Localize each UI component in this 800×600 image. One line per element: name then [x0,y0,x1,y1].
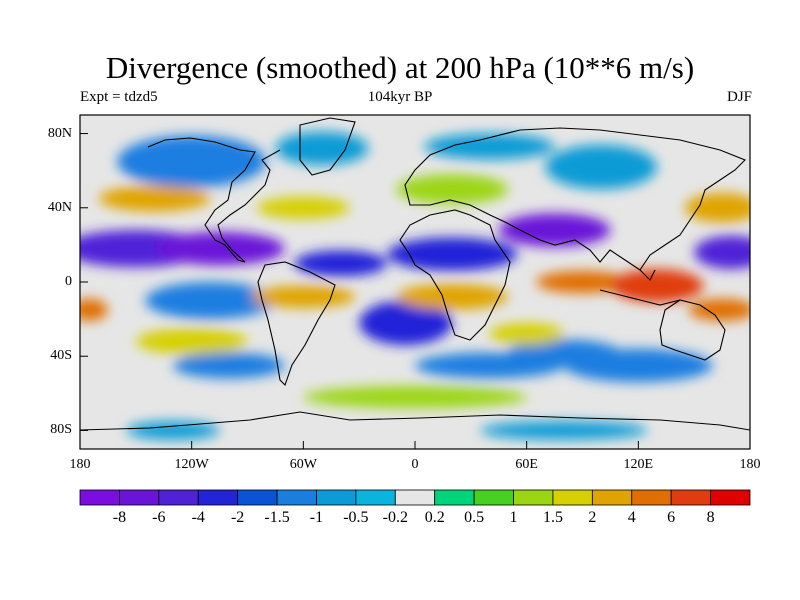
colorbar-swatch [473,489,514,506]
colorbar-swatch [631,489,672,506]
field-region-26 [688,298,750,321]
colorbar-swatch [316,489,357,506]
colorbar-label: -6 [152,509,166,526]
coastlines [80,117,750,431]
field-region-4 [498,213,611,247]
field-region-25 [610,269,704,303]
colorbar-label: -4 [191,509,205,526]
map-ticks [79,133,751,449]
field-region-22 [251,285,356,308]
field-region-8 [424,133,555,160]
coastline-indonesia [599,269,681,306]
season-label: DJF [726,89,752,105]
colorbar-label: -1 [309,509,324,526]
coastline-eurasia [404,127,746,271]
colorbar-label: -0.5 [343,509,369,526]
field-region-18 [98,185,211,212]
field-region-29 [489,322,564,346]
coastline-north-america [147,137,281,263]
coastline-australia [659,299,726,361]
colorbar-label: -8 [112,509,127,526]
field-region-1 [154,231,285,266]
colorbar-swatch [591,489,633,506]
divergence-field [80,131,750,440]
lon-tick-label: 180 [739,457,761,472]
colorbar-label: -0.2 [382,509,408,526]
lon-tick-label: 0 [411,457,419,472]
field-region-7 [275,131,369,166]
field-region-24 [535,270,630,294]
colorbar-swatch [276,489,317,506]
colorbar-swatch [670,489,711,506]
colorbar-swatch [197,489,239,506]
colorbar-label: 0.2 [424,509,445,526]
lat-tick-label: 80S [50,422,72,438]
field-region-3 [387,237,518,271]
lat-tick-label: 40N [47,199,72,215]
colorbar-swatch [394,489,436,506]
field-region-10 [359,300,453,346]
field-region-19 [256,196,350,219]
lat-tick-label: 40S [50,348,72,364]
field-region-9 [545,144,657,190]
colorbar-label: -1.5 [264,509,290,526]
map-title: Divergence (smoothed) at 200 hPa (10**6 … [105,50,695,85]
lon-tick-label: 120E [623,457,654,472]
field-region-6 [117,135,267,188]
colorbar-swatch [237,489,278,506]
field-region-11 [145,282,276,320]
colorbar-label: 0.5 [464,509,485,526]
colorbar-label: 6 [667,509,676,526]
colorbar-label: 1.5 [542,509,563,526]
field-region-30 [303,385,527,409]
field-region-15 [173,352,285,379]
lon-tick-label: 120W [174,457,209,472]
period-label: 104kyr BP [367,89,433,105]
colorbar-label: -2 [230,509,245,526]
colorbar [79,489,751,506]
field-region-20 [684,192,750,223]
coastline-south-america [257,261,336,387]
colorbar-label: 2 [588,509,597,526]
colorbar-label: 1 [509,509,518,526]
colorbar-swatch [513,489,554,506]
lon-tick-label: 180 [69,457,91,472]
colorbar-swatch [355,489,396,506]
colorbar-swatch [434,489,475,506]
coastline-greenland [299,117,356,176]
field-region-2 [294,250,388,277]
colorbar-label: 4 [627,509,636,526]
field-region-23 [396,283,509,310]
field-region-27 [80,298,108,321]
colorbar-swatch [552,489,593,506]
field-region-28 [135,328,248,355]
colorbar-swatch [710,489,751,506]
colorbar-swatch [158,489,199,506]
lat-tick-label: 0 [65,274,72,289]
colorbar-swatch [119,489,160,506]
field-region-21 [396,174,509,205]
lon-tick-label: 60E [515,457,538,472]
colorbar-swatch [79,489,120,506]
field-region-16 [126,421,220,440]
experiment-label: Expt = tdzd5 [80,89,158,105]
colorbar-label: 8 [706,509,715,526]
field-region-14 [563,348,713,383]
field-region-17 [480,421,648,440]
coastline-antarctica [80,411,750,431]
lon-tick-label: 60W [289,457,317,472]
coastline-africa [399,209,511,341]
field-region-5 [694,235,750,270]
lat-tick-label: 80N [47,125,72,141]
